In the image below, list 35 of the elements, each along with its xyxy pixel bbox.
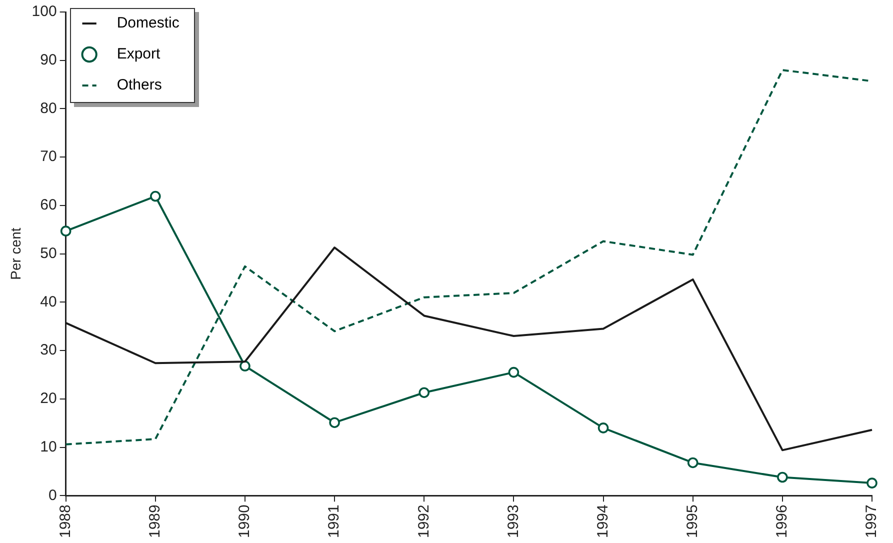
x-tick-label: 1992 [415, 504, 432, 538]
y-tick-label: 20 [40, 390, 57, 408]
y-tick-label: 40 [40, 293, 57, 310]
point [777, 472, 788, 483]
legend-label: Domestic [104, 14, 180, 32]
point [866, 478, 878, 488]
point [687, 457, 698, 468]
point [598, 422, 609, 434]
y-tick-label: 60 [40, 196, 57, 214]
x-tick-label: 1993 [504, 504, 522, 538]
point [150, 190, 161, 202]
x-tick-label: 1991 [326, 504, 343, 538]
point [240, 360, 250, 372]
point [60, 226, 72, 236]
y-tick-label: 70 [40, 148, 57, 166]
legend-label: Others [104, 76, 162, 94]
y-tick-label: 30 [40, 342, 57, 359]
x-tick-label: 1994 [594, 504, 612, 538]
y-tick-label: 100 [32, 3, 57, 20]
point [508, 366, 520, 378]
x-tick-label: 1996 [774, 504, 791, 538]
y-tick-label: 90 [40, 52, 57, 69]
x-tick-label: 1997 [863, 504, 880, 538]
point [418, 387, 430, 398]
y-tick-label: 0 [48, 486, 57, 504]
x-tick-label: 1995 [684, 504, 701, 538]
y-tick-label: 10 [40, 438, 57, 456]
y-tick-label: 50 [40, 244, 57, 262]
point [329, 417, 340, 428]
y-tick-label: 80 [40, 100, 57, 117]
legend-label: Export [104, 46, 162, 63]
x-tick-label: 1990 [236, 504, 254, 538]
x-tick-label: 1989 [146, 504, 164, 538]
x-tick-label: 1988 [56, 504, 74, 538]
y-axis-title: Per cent [7, 228, 24, 280]
